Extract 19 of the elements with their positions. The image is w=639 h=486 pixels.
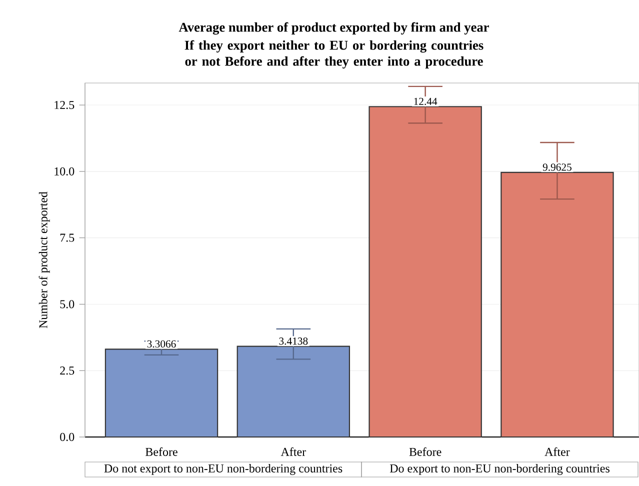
x-tick-label: Before <box>146 447 178 456</box>
x-tick-label: Before <box>409 447 442 456</box>
text: Do not export to non-EU non-bordering countries <box>104 464 342 475</box>
y-tick-label: 0.0 <box>60 432 74 442</box>
y-tick-label: 2.5 <box>60 366 74 375</box>
y-tick-label: 10.0 <box>54 167 74 176</box>
y-tick-label: 7.5 <box>60 234 74 242</box>
x-tick-label: After <box>280 447 306 456</box>
data-label: 3.3066 <box>147 340 176 348</box>
y-tick-label: 12.5 <box>54 100 74 110</box>
text: Do export to non-EU non-bordering countries <box>390 464 610 475</box>
x-tick-label: After <box>544 447 570 456</box>
y-tick-label: 5.0 <box>60 300 74 308</box>
chart-subtitle: If they export neither to EU or bordering countries or not Before and after they enter into a procedure <box>184 40 484 69</box>
data-label: 12.44 <box>414 98 438 106</box>
y-axis-title: Number of product exported <box>38 192 50 328</box>
data-label: 3.4138 <box>279 338 308 345</box>
data-label: 9.9625 <box>542 164 572 171</box>
chart-title: Average number of product exported by firm and year <box>178 22 489 35</box>
